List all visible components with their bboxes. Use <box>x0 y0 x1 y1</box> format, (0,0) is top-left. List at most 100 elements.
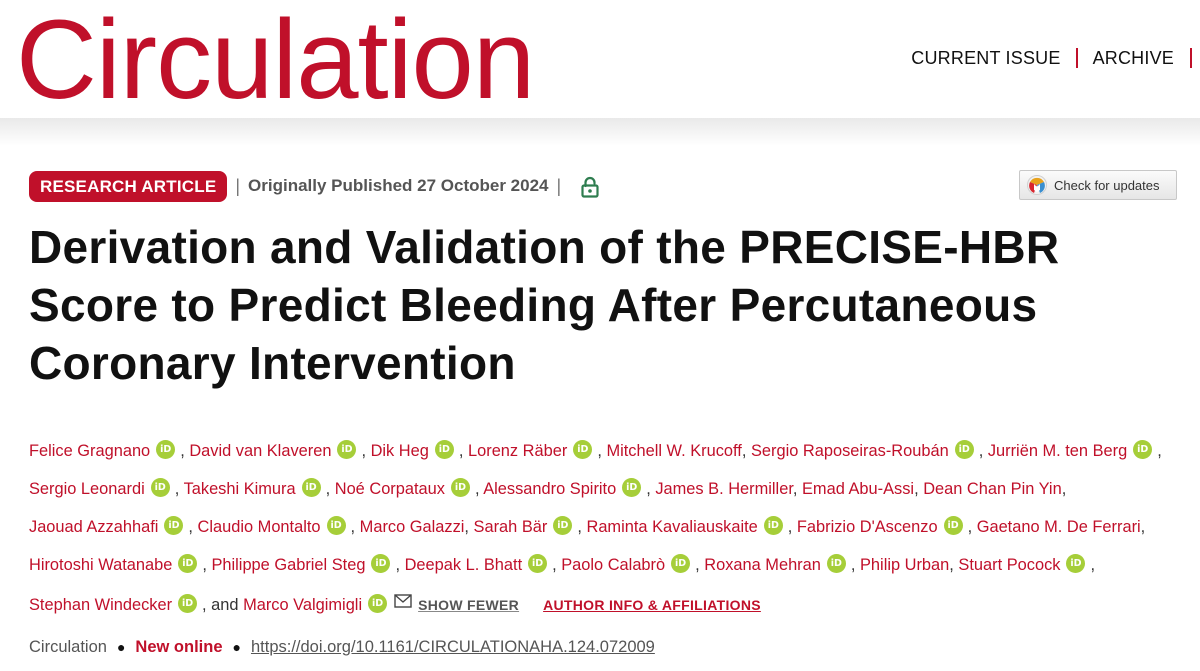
author-name[interactable]: Hirotoshi Watanabe <box>29 556 173 574</box>
author-separator: , <box>464 518 469 536</box>
nav-separator <box>1075 48 1078 68</box>
check-for-updates-label: Check for updates <box>1054 177 1160 193</box>
crossmark-icon <box>1026 174 1048 196</box>
orcid-icon[interactable]: iD <box>301 478 321 497</box>
citation-line: Circulation ● New online ● https://doi.o… <box>29 634 655 660</box>
author-separator: , <box>1157 442 1162 460</box>
author-name[interactable]: Paolo Calabrò <box>561 556 666 574</box>
orcid-icon[interactable]: iD <box>434 440 454 459</box>
author-separator: , <box>695 556 700 574</box>
orcid-icon[interactable]: iD <box>371 554 391 573</box>
author-name[interactable]: Marco Valgimigli <box>243 596 363 614</box>
meta-separator: | <box>556 175 562 196</box>
author-name[interactable]: Takeshi Kimura <box>183 480 296 498</box>
author-name[interactable]: Raminta Kavaliauskaite <box>586 518 758 536</box>
orcid-icon[interactable]: iD <box>178 554 198 573</box>
orcid-icon[interactable]: iD <box>1066 554 1086 573</box>
orcid-icon[interactable]: iD <box>622 478 642 497</box>
orcid-icon[interactable]: iD <box>368 594 388 613</box>
top-navigation: CURRENT ISSUE ARCHIVE <box>911 44 1200 72</box>
journal-name: Circulation <box>29 637 107 656</box>
envelope-icon[interactable] <box>394 584 412 622</box>
author-name[interactable]: Philippe Gabriel Steg <box>211 556 366 574</box>
orcid-icon[interactable]: iD <box>156 440 176 459</box>
author-separator: , <box>325 480 331 498</box>
author-separator: , <box>188 518 193 536</box>
author-separator: , <box>914 480 919 498</box>
author-separator: , <box>787 518 793 536</box>
author-separator: , <box>577 518 582 536</box>
article-meta: RESEARCH ARTICLE | Originally Published … <box>29 170 599 202</box>
author-name[interactable]: Claudio Montalto <box>197 518 321 536</box>
publication-status: New online <box>135 637 223 656</box>
orcid-icon[interactable]: iD <box>450 478 470 497</box>
author-name[interactable]: Gaetano M. De Ferrari <box>976 518 1141 536</box>
author-name[interactable]: Jaouad Azzahhafi <box>29 518 159 536</box>
bullet-separator: ● <box>116 639 126 655</box>
check-for-updates-button[interactable]: Check for updates <box>1019 170 1177 200</box>
author-name[interactable]: Stuart Pocock <box>958 556 1061 574</box>
orcid-icon[interactable]: iD <box>553 516 573 535</box>
author-name[interactable]: Philip Urban <box>860 556 950 574</box>
orcid-icon[interactable]: iD <box>164 516 184 535</box>
orcid-icon[interactable]: iD <box>150 478 170 497</box>
author-separator: , <box>949 556 954 574</box>
orcid-icon[interactable]: iD <box>528 554 548 573</box>
author-separator: , <box>741 442 747 460</box>
author-separator: , <box>174 480 180 498</box>
author-separator: , <box>395 556 401 574</box>
bullet-separator: ● <box>232 639 241 655</box>
author-name[interactable]: Roxana Mehran <box>704 556 821 574</box>
author-name[interactable]: Sarah Bär <box>473 518 548 536</box>
orcid-icon[interactable]: iD <box>1133 440 1153 459</box>
author-separator: , <box>361 442 367 460</box>
author-separator: , <box>552 556 557 574</box>
author-name[interactable]: Jurriën M. ten Berg <box>987 442 1128 460</box>
article-title: Derivation and Validation of the PRECISE… <box>29 221 1060 389</box>
nav-current-issue[interactable]: CURRENT ISSUE <box>911 47 1061 68</box>
author-separator: , <box>850 556 856 574</box>
doi-link[interactable]: https://doi.org/10.1161/CIRCULATIONAHA.1… <box>250 637 655 656</box>
journal-logo[interactable]: Circulation <box>16 0 535 122</box>
orcid-icon[interactable]: iD <box>337 440 357 459</box>
author-separator: , <box>978 442 984 460</box>
orcid-icon[interactable]: iD <box>826 554 846 573</box>
show-fewer-button[interactable]: SHOW FEWER <box>418 597 520 613</box>
orcid-icon[interactable]: iD <box>573 440 593 459</box>
site-header: Circulation CURRENT ISSUE ARCHIVE <box>0 0 1200 118</box>
author-name[interactable]: Noé Corpataux <box>334 480 445 498</box>
author-name[interactable]: James B. Hermiller <box>655 480 793 498</box>
author-info-affiliations-link[interactable]: AUTHOR INFO & AFFILIATIONS <box>543 597 761 613</box>
author-name[interactable]: Deepak L. Bhatt <box>404 556 523 574</box>
author-name[interactable]: Stephan Windecker <box>29 596 173 614</box>
author-name[interactable]: Felice Gragnano <box>29 442 151 460</box>
open-access-lock-icon <box>581 176 599 198</box>
author-separator: , <box>180 442 185 460</box>
author-name[interactable]: Sergio Raposeiras-Roubán <box>750 442 949 460</box>
author-list: Felice Gragnano iD, David van Klaveren iD,… <box>29 432 1174 624</box>
published-date: Originally Published 27 October 2024 <box>248 176 549 195</box>
orcid-icon[interactable]: iD <box>671 554 691 573</box>
author-name[interactable]: Mitchell W. Krucoff <box>606 442 742 460</box>
orcid-icon[interactable]: iD <box>954 440 974 459</box>
author-name[interactable]: Emad Abu-Assi <box>802 480 915 498</box>
header-shadow <box>0 118 1200 146</box>
author-name[interactable]: Dik Heg <box>370 442 429 460</box>
author-name[interactable]: Dean Chan Pin Yin <box>923 480 1062 498</box>
author-separator: , <box>202 556 207 574</box>
orcid-icon[interactable]: iD <box>326 516 346 535</box>
author-separator: , <box>646 480 651 498</box>
orcid-icon[interactable]: iD <box>943 516 963 535</box>
orcid-icon[interactable]: iD <box>763 516 783 535</box>
author-name[interactable]: Sergio Leonardi <box>29 480 145 498</box>
author-name[interactable]: Fabrizio D'Ascenzo <box>796 518 938 536</box>
orcid-icon[interactable]: iD <box>178 594 198 613</box>
author-separator: , <box>597 442 602 460</box>
nav-separator <box>1190 48 1192 68</box>
author-name[interactable]: Lorenz Räber <box>468 442 568 460</box>
nav-archive[interactable]: ARCHIVE <box>1092 47 1174 68</box>
author-name[interactable]: Alessandro Spirito <box>483 480 617 498</box>
author-name[interactable]: Marco Galazzi <box>359 518 465 536</box>
article-type-badge: RESEARCH ARTICLE <box>29 170 228 202</box>
author-name[interactable]: David van Klaveren <box>189 442 332 460</box>
